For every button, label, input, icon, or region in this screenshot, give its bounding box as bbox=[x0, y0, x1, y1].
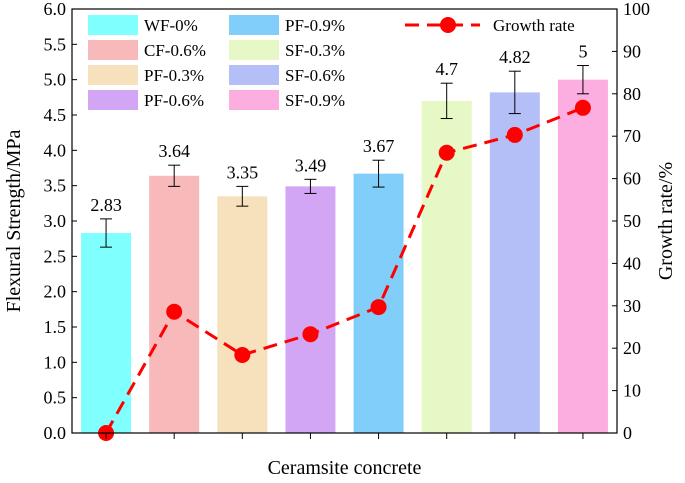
growth-rate-point bbox=[234, 346, 251, 363]
legend-swatch bbox=[88, 40, 138, 60]
growth-rate-point bbox=[506, 126, 523, 143]
right-tick-label: 80 bbox=[623, 84, 641, 104]
left-tick-label: 0.0 bbox=[44, 423, 67, 443]
legend-line-marker bbox=[440, 17, 456, 33]
bar-wf-0- bbox=[81, 233, 132, 433]
growth-rate-point bbox=[438, 144, 455, 161]
left-tick-label: 3.0 bbox=[44, 211, 67, 231]
left-tick-label: 5.0 bbox=[44, 70, 67, 90]
bar-sf-0-6- bbox=[489, 92, 540, 434]
left-tick-label: 1.0 bbox=[44, 352, 67, 372]
legend-swatch bbox=[88, 90, 138, 110]
left-tick-label: 4.0 bbox=[44, 140, 67, 160]
growth-rate-point bbox=[370, 299, 387, 316]
legend-label: PF-0.6% bbox=[144, 91, 204, 110]
legend-swatch bbox=[88, 65, 138, 85]
right-tick-label: 0 bbox=[623, 423, 632, 443]
right-tick-label: 10 bbox=[623, 381, 641, 401]
legend-swatch bbox=[229, 40, 279, 60]
legend-label: SF-0.3% bbox=[285, 41, 345, 60]
legend-swatch bbox=[88, 15, 138, 35]
left-tick-label: 4.5 bbox=[44, 105, 67, 125]
right-tick-label: 70 bbox=[623, 126, 641, 146]
legend-swatch bbox=[229, 15, 279, 35]
y-axis-title: Flexural Strength/MPa bbox=[3, 129, 25, 312]
left-tick-label: 6.0 bbox=[44, 0, 67, 19]
growth-rate-point bbox=[574, 99, 591, 116]
left-tick-label: 0.5 bbox=[44, 388, 67, 408]
left-tick-label: 1.5 bbox=[44, 317, 67, 337]
data-label: 4.7 bbox=[435, 59, 458, 79]
growth-rate-point bbox=[166, 303, 183, 320]
legend-swatch bbox=[229, 65, 279, 85]
legend-swatch bbox=[229, 90, 279, 110]
data-label: 4.82 bbox=[499, 47, 531, 67]
data-label: 3.35 bbox=[227, 162, 259, 182]
data-label: 3.64 bbox=[158, 141, 190, 161]
legend-label: SF-0.9% bbox=[285, 91, 345, 110]
data-label: 2.83 bbox=[90, 195, 122, 215]
right-tick-label: 90 bbox=[623, 41, 641, 61]
growth-rate-point bbox=[302, 326, 319, 343]
right-tick-label: 100 bbox=[623, 0, 650, 19]
right-tick-label: 20 bbox=[623, 338, 641, 358]
data-label: 3.49 bbox=[295, 155, 327, 175]
right-tick-label: 50 bbox=[623, 211, 641, 231]
right-tick-label: 30 bbox=[623, 296, 641, 316]
x-axis-title: Ceramsite concrete bbox=[268, 457, 422, 479]
right-tick-label: 40 bbox=[623, 253, 641, 273]
left-tick-label: 3.5 bbox=[44, 176, 67, 196]
legend-line-label: Growth rate bbox=[493, 16, 575, 35]
bar-pf-0-3- bbox=[217, 196, 268, 433]
bar-pf-0-6- bbox=[285, 186, 336, 433]
left-tick-label: 2.0 bbox=[44, 282, 67, 302]
bar-sf-0-9- bbox=[557, 79, 608, 434]
data-label: 5 bbox=[578, 42, 587, 62]
left-tick-label: 2.5 bbox=[44, 246, 67, 266]
legend-label: PF-0.9% bbox=[285, 16, 345, 35]
legend-label: SF-0.6% bbox=[285, 66, 345, 85]
legend-label: PF-0.3% bbox=[144, 66, 204, 85]
y-axis-right-title: Growth rate/% bbox=[655, 162, 677, 280]
right-tick-label: 60 bbox=[623, 169, 641, 189]
legend-label: WF-0% bbox=[144, 16, 198, 35]
left-tick-label: 5.5 bbox=[44, 34, 67, 54]
data-label: 3.67 bbox=[363, 136, 395, 156]
legend-label: CF-0.6% bbox=[144, 41, 206, 60]
